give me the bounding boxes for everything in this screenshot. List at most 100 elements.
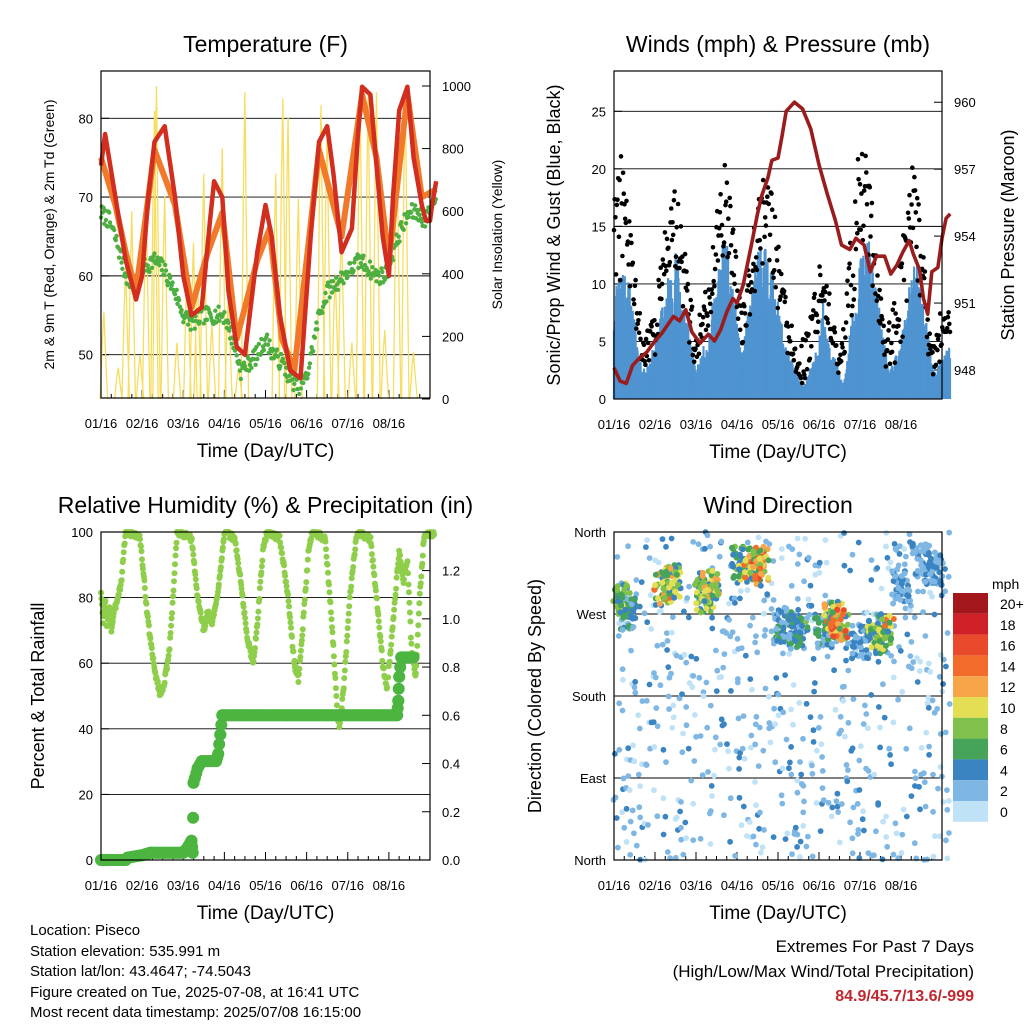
rh-point: [406, 609, 413, 616]
legend-title: mph: [992, 576, 1019, 592]
rh-point: [167, 630, 174, 636]
direction-point: [836, 839, 843, 846]
rh-point: [369, 557, 376, 563]
gust-point: [874, 298, 880, 304]
direction-point: [651, 586, 658, 593]
rh-point: [404, 558, 411, 565]
gust-point: [887, 320, 892, 325]
gust-point: [620, 170, 626, 176]
direction-point: [625, 623, 632, 629]
rh-point: [232, 540, 239, 547]
rh-point: [278, 544, 285, 551]
direction-point: [760, 610, 767, 617]
direction-point: [779, 765, 786, 772]
dewpoint-point: [192, 326, 197, 331]
direction-point: [825, 799, 832, 806]
gust-point: [636, 318, 641, 323]
rh-point: [137, 536, 143, 543]
direction-point: [789, 546, 796, 552]
direction-point: [704, 724, 711, 731]
gust-point: [614, 202, 620, 208]
direction-point: [739, 745, 746, 752]
solar-insolation-trace: [409, 352, 418, 400]
direction-point: [736, 794, 743, 801]
gust-point: [627, 283, 633, 289]
dewpoint-point: [179, 307, 184, 313]
gust-point: [905, 210, 911, 216]
direction-point: [883, 642, 889, 649]
gust-point: [807, 356, 813, 362]
direction-point: [690, 837, 697, 843]
direction-point: [644, 537, 650, 543]
dewpoint-point: [280, 356, 285, 361]
x-tick-label: 01/16: [598, 417, 631, 432]
dewpoint-point: [282, 361, 287, 366]
dewpoint-point: [147, 269, 152, 275]
direction-point: [732, 600, 738, 606]
direction-point: [676, 593, 683, 600]
legend-label: 20+: [1000, 596, 1024, 612]
legend-label: 6: [1000, 742, 1008, 758]
dewpoint-point: [314, 320, 319, 325]
rh-point: [332, 675, 339, 681]
rh-point: [145, 622, 152, 629]
direction-point: [631, 684, 638, 691]
extremes-subtitle: (High/Low/Max Wind/Total Precipitation): [672, 962, 974, 981]
rh-point: [297, 654, 304, 660]
direction-point: [834, 621, 841, 627]
direction-point: [756, 555, 763, 562]
rh-point: [282, 572, 289, 579]
direction-point: [903, 553, 909, 560]
direction-point: [794, 777, 801, 784]
x-tick-label: 02/16: [639, 417, 672, 432]
direction-point: [896, 551, 903, 557]
direction-point: [756, 825, 762, 832]
direction-point: [936, 673, 943, 680]
direction-point: [651, 787, 657, 794]
gust-point: [917, 217, 922, 223]
direction-point: [771, 705, 777, 712]
y-tick-label: 70: [79, 190, 93, 205]
y-tick-label: 60: [79, 269, 93, 284]
dewpoint-point: [399, 220, 404, 225]
gust-point: [670, 220, 675, 225]
dewpoint-point: [222, 310, 227, 315]
dewpoint-point: [306, 371, 311, 377]
gust-point: [674, 225, 679, 230]
dewpoint-point: [292, 381, 297, 386]
gust-point: [947, 321, 952, 327]
gust-point: [658, 265, 663, 271]
direction-point: [709, 592, 716, 599]
rh-point: [287, 614, 293, 621]
direction-point: [864, 725, 871, 732]
plot-frame: [613, 70, 943, 400]
direction-point: [912, 768, 918, 775]
rh-point: [388, 633, 395, 640]
gust-point: [820, 293, 825, 298]
rh-point: [325, 569, 331, 576]
direction-point: [693, 600, 700, 607]
gust-point: [753, 255, 759, 260]
gust-point: [724, 180, 730, 185]
y-tick-label: North: [574, 853, 606, 868]
rh-point: [121, 540, 128, 547]
y2-tick-label: 951: [954, 296, 976, 311]
gust-point: [624, 198, 629, 204]
direction-point: [834, 606, 841, 613]
direction-point: [635, 771, 642, 778]
gust-point: [752, 288, 758, 294]
direction-point: [653, 705, 660, 711]
rh-point: [172, 561, 178, 568]
direction-point: [615, 633, 622, 639]
direction-point: [857, 623, 864, 630]
direction-point: [662, 813, 669, 820]
rh-point: [367, 534, 374, 541]
dewpoint-point: [261, 347, 267, 353]
direction-point: [945, 798, 952, 804]
gust-point: [691, 359, 697, 365]
direction-point: [918, 548, 925, 555]
dewpoint-point: [396, 234, 401, 239]
dewpoint-point: [166, 280, 171, 285]
rh-point: [415, 610, 422, 617]
x-tick-label: 01/16: [85, 878, 118, 893]
